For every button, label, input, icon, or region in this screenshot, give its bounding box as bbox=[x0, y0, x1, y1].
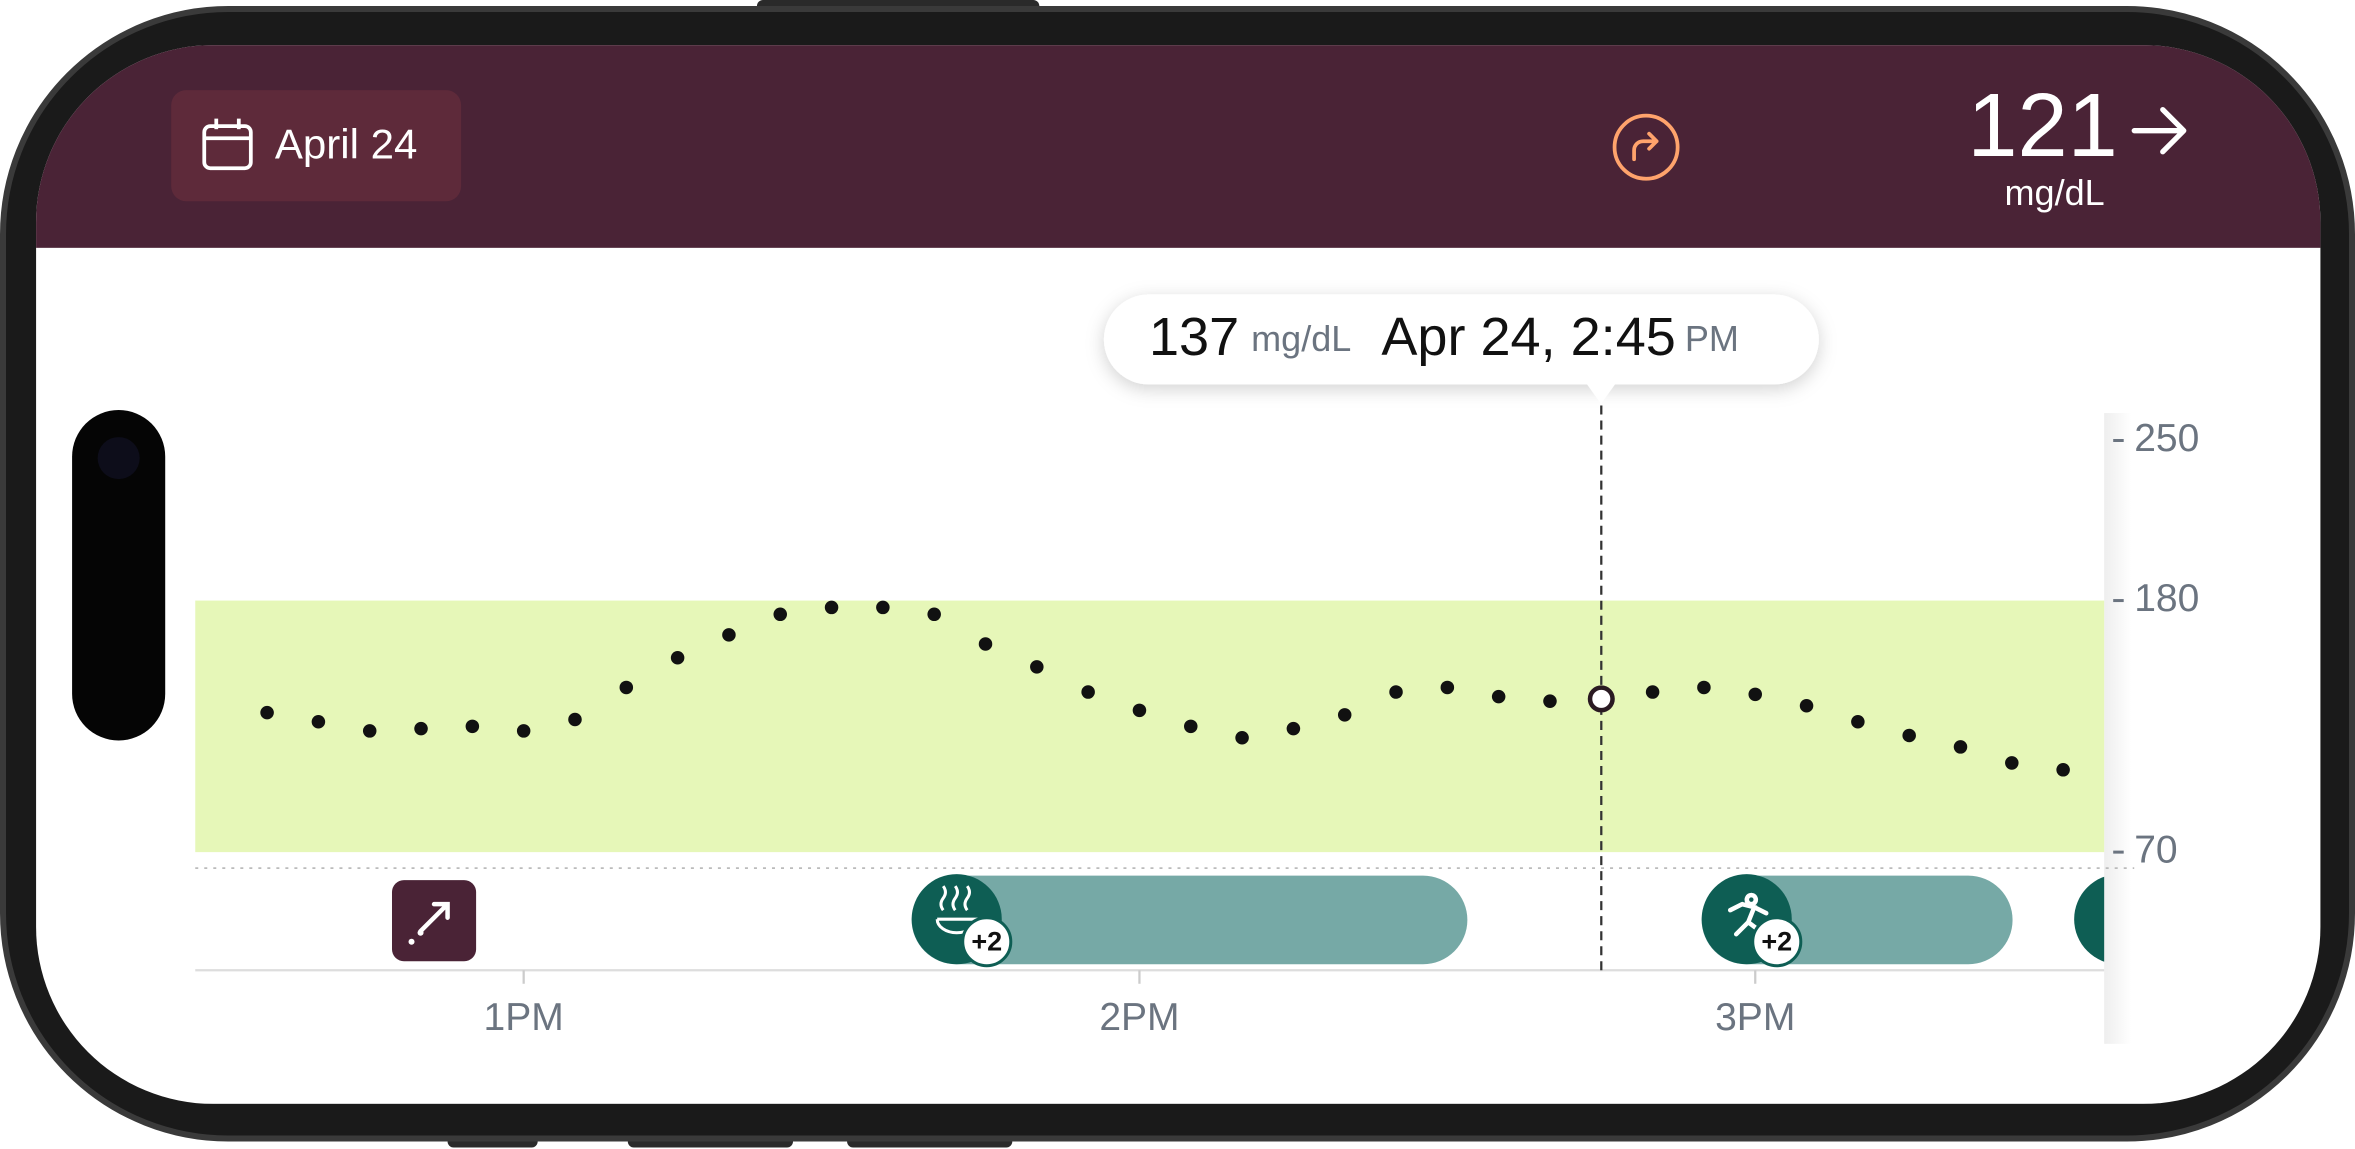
date-button-label[interactable]: April 24 bbox=[275, 120, 418, 167]
event-correction[interactable] bbox=[391, 880, 477, 962]
glucose-point bbox=[1645, 685, 1660, 699]
glucose-point bbox=[1543, 694, 1557, 708]
glucose-point bbox=[414, 721, 428, 736]
tooltip-bg bbox=[1103, 294, 1819, 385]
glucose-point bbox=[516, 724, 531, 738]
event-glyph bbox=[935, 885, 978, 935]
glucose-point bbox=[824, 600, 839, 615]
glucose-point bbox=[2005, 756, 2019, 770]
tooltip-value: 137 bbox=[1149, 307, 1239, 367]
current-value[interactable]: 121 bbox=[1967, 75, 2117, 176]
date-button[interactable]: April 24 bbox=[171, 90, 462, 202]
glucose-point bbox=[1748, 687, 1762, 702]
tooltip-unit: mg/dL bbox=[1251, 317, 1351, 358]
glucose-point bbox=[311, 715, 326, 729]
refresh-circle[interactable] bbox=[1612, 113, 1680, 181]
glucose-point bbox=[1081, 685, 1095, 699]
glucose-point bbox=[1184, 719, 1198, 734]
glucose-point bbox=[1235, 731, 1249, 745]
selected-point[interactable] bbox=[1587, 685, 1615, 713]
glucose-point bbox=[2056, 763, 2070, 777]
events-row: +2 +2 bbox=[391, 874, 2164, 968]
event-badge bbox=[1751, 916, 1803, 968]
day-strip-fade bbox=[630, 75, 691, 226]
glucose-point bbox=[1286, 721, 1301, 736]
glucose-point bbox=[568, 712, 582, 727]
x-tick-label: 3PM bbox=[1715, 996, 1795, 1039]
glucose-point bbox=[773, 607, 788, 622]
camera-lens bbox=[97, 437, 140, 480]
glucose-point bbox=[260, 705, 274, 720]
current-arrow bbox=[2131, 107, 2187, 155]
glucose-point bbox=[1440, 680, 1455, 695]
tooltip-period: PM bbox=[1685, 317, 1739, 358]
glucose-point bbox=[619, 680, 634, 695]
camera-pill bbox=[72, 410, 166, 741]
event-bar[interactable] bbox=[911, 875, 1468, 965]
glucose-point bbox=[1132, 703, 1147, 718]
event-exercise[interactable]: +2 bbox=[1701, 874, 2013, 968]
refresh-icon bbox=[1632, 131, 1659, 162]
glucose-point bbox=[1030, 660, 1044, 674]
glucose-point bbox=[978, 637, 993, 651]
glucose-point bbox=[876, 600, 890, 615]
date-button-bg[interactable] bbox=[171, 90, 462, 202]
glucose-point bbox=[670, 650, 685, 665]
y-tick-label: 180 bbox=[2134, 577, 2199, 620]
current-unit: mg/dL bbox=[2005, 172, 2105, 213]
event-glyph bbox=[408, 938, 415, 945]
glucose-point bbox=[1902, 728, 1916, 743]
tooltip-time: Apr 24, 2:45 bbox=[1381, 307, 1675, 367]
glucose-point bbox=[1851, 715, 1865, 729]
glucose-point bbox=[1799, 699, 1814, 713]
event-glyph bbox=[1727, 892, 1769, 937]
y-tick-label: 70 bbox=[2134, 828, 2177, 871]
current-reading[interactable]: 121 mg/dL bbox=[1967, 75, 2187, 213]
axis-strip bbox=[2104, 413, 2132, 1044]
glucose-chart: 70 180 250 1PM 2PM 3PM bbox=[195, 405, 2199, 1039]
x-tick-label: 2PM bbox=[1099, 996, 1179, 1039]
glucose-point bbox=[1337, 708, 1352, 722]
glucose-point bbox=[1389, 685, 1403, 699]
event-meal[interactable]: +2 bbox=[911, 874, 1468, 968]
calendar-icon bbox=[202, 118, 253, 171]
y-tick-label: 250 bbox=[2134, 417, 2199, 460]
glucose-point bbox=[1697, 680, 1711, 695]
glucose-point bbox=[927, 607, 941, 622]
tooltip-pointer bbox=[1586, 383, 1617, 405]
tooltip: 137 mg/dL Apr 24, 2:45 PM bbox=[1103, 294, 1819, 405]
event-glyph bbox=[417, 929, 424, 936]
glucose-point bbox=[1491, 689, 1506, 704]
event-badge-label: +2 bbox=[1761, 926, 1792, 956]
screen: April 24 121 mg/dL 70 180 250 1PM 2PM 3PM bbox=[36, 45, 2321, 1104]
glucose-point bbox=[722, 628, 736, 642]
tooltip-text: 137 mg/dL Apr 24, 2:45 PM bbox=[1149, 307, 1739, 367]
event-glyph bbox=[418, 901, 450, 934]
refresh-button[interactable] bbox=[1612, 113, 1680, 181]
target-range bbox=[195, 600, 2105, 853]
event-icon[interactable] bbox=[2074, 874, 2164, 965]
glucose-point bbox=[362, 724, 377, 738]
event-badge-label: +2 bbox=[971, 926, 1002, 956]
x-tick-label: 1PM bbox=[484, 996, 564, 1039]
glucose-point bbox=[465, 719, 480, 734]
glucose-point bbox=[1953, 740, 1968, 754]
event-badge bbox=[961, 916, 1013, 968]
